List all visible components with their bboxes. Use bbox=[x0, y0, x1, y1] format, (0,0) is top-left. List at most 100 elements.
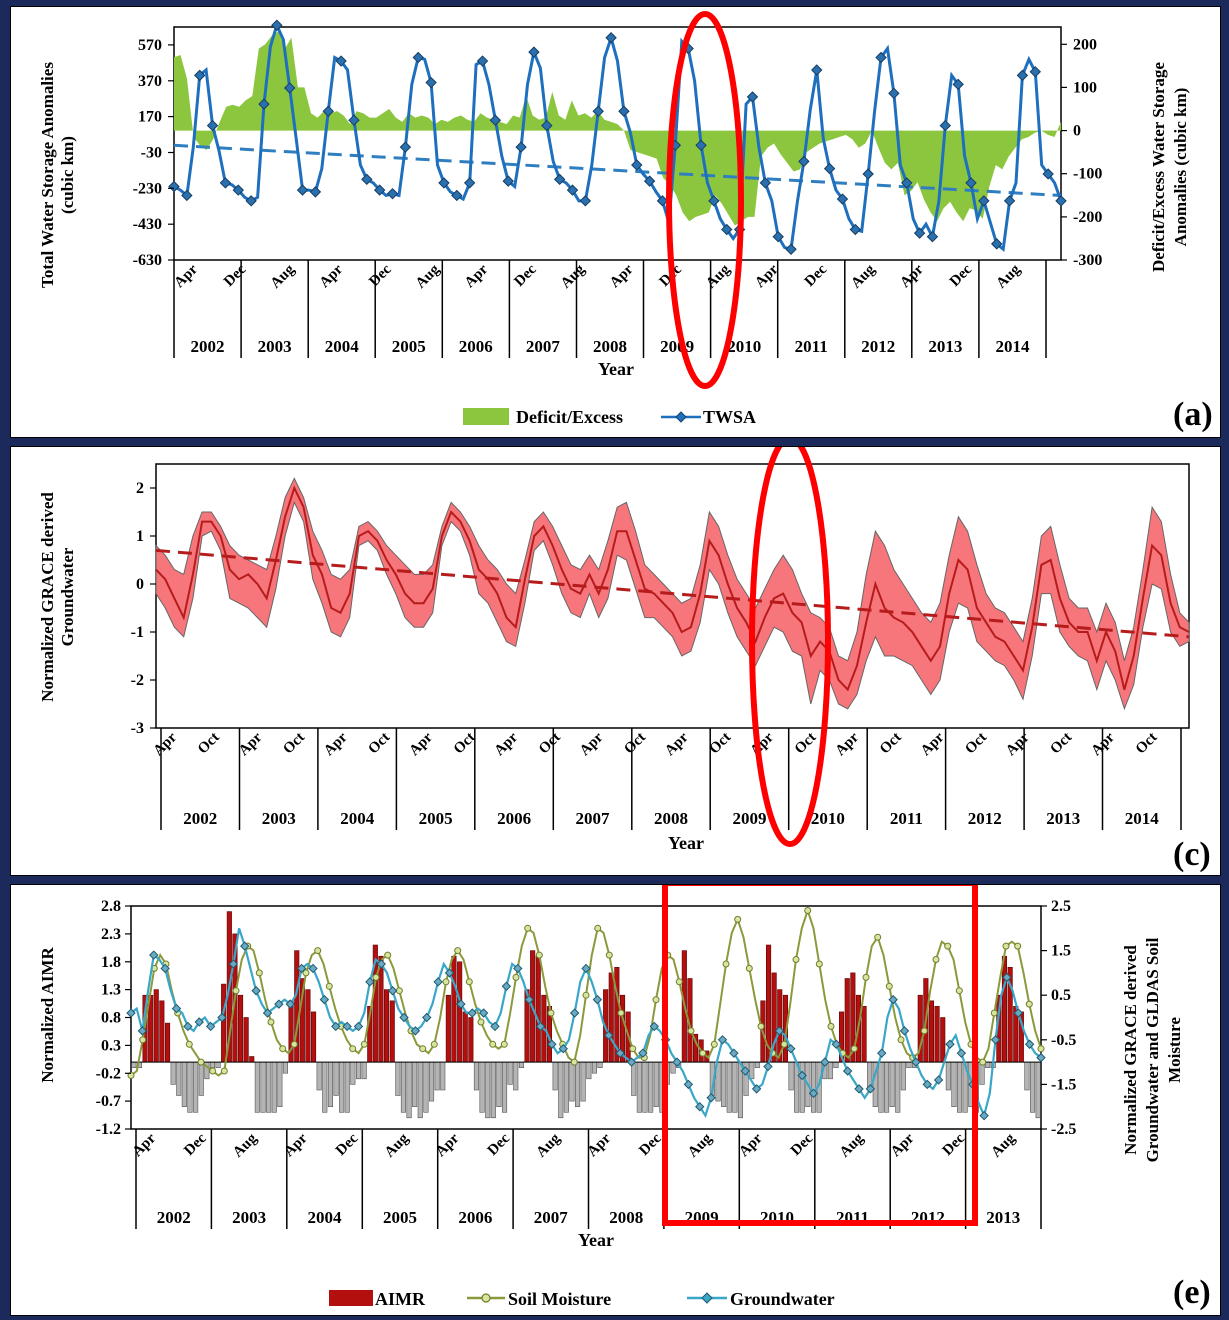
a-year-tick-label: 2012 bbox=[861, 337, 895, 356]
aimr-bar bbox=[266, 1061, 272, 1113]
soil-moisture-point bbox=[629, 1045, 637, 1053]
soil-moisture-point bbox=[465, 978, 473, 986]
soil-moisture-point bbox=[127, 1072, 135, 1079]
twsa-point bbox=[412, 51, 424, 64]
aimr-bar bbox=[254, 1061, 260, 1113]
aimr-bar bbox=[350, 1061, 356, 1085]
groundwater-point bbox=[308, 963, 318, 974]
c-month-tick-label: Apr bbox=[321, 729, 351, 759]
groundwater-point bbox=[1002, 972, 1012, 983]
c-year-tick-label: 2003 bbox=[262, 809, 296, 828]
y-left-tick-label-e: 2.8 bbox=[101, 898, 121, 915]
twsa-point bbox=[759, 177, 772, 189]
groundwater-point bbox=[706, 1093, 716, 1103]
soil-moisture-point bbox=[745, 964, 753, 972]
twsa-point bbox=[451, 189, 463, 202]
groundwater-point bbox=[695, 1101, 705, 1112]
groundwater-point bbox=[683, 1079, 694, 1090]
y-left-title-a-2: (cubic km) bbox=[58, 136, 77, 214]
soil-moisture-point bbox=[1002, 942, 1010, 950]
c-month-tick-label: Oct bbox=[1047, 730, 1075, 758]
y-right-tick-label-e: -2.5 bbox=[1051, 1121, 1076, 1138]
groundwater-point bbox=[933, 1075, 944, 1085]
twsa-point bbox=[232, 184, 244, 196]
soil-moisture-point bbox=[815, 960, 823, 968]
groundwater-point bbox=[911, 1057, 921, 1067]
y-left-tick-label-e: -0.7 bbox=[96, 1093, 121, 1110]
twsa-point bbox=[168, 180, 180, 193]
a-month-tick-label: Aug bbox=[558, 261, 589, 292]
groundwater-point bbox=[888, 994, 898, 1005]
c-month-tick-label: Apr bbox=[1088, 729, 1118, 759]
twsa-point bbox=[1016, 69, 1029, 82]
soil-moisture-point bbox=[944, 942, 952, 950]
c-month-tick-label: Apr bbox=[918, 729, 948, 759]
aimr-bar bbox=[176, 1061, 182, 1096]
a-month-tick-label: Aug bbox=[848, 261, 879, 292]
twsa-point bbox=[194, 69, 206, 82]
c-year-tick-label: 2007 bbox=[576, 809, 611, 828]
aimr-bar bbox=[327, 1061, 334, 1108]
a-month-tick-label: Apr bbox=[171, 261, 201, 291]
aimr-bar bbox=[339, 1061, 345, 1113]
aimr-bar bbox=[928, 1000, 935, 1063]
twsa-point bbox=[605, 32, 617, 44]
x-axis-title-e: Year bbox=[578, 1230, 614, 1250]
e-year-tick-label: 2013 bbox=[986, 1208, 1020, 1227]
soil-moisture-point bbox=[570, 1058, 578, 1066]
twsa-point bbox=[502, 175, 514, 187]
aimr-bar bbox=[721, 1061, 727, 1108]
y-right-tick-label-e: 2.5 bbox=[1051, 898, 1071, 915]
aimr-bar bbox=[243, 1017, 249, 1063]
soil-moisture-point bbox=[477, 1018, 485, 1026]
panel-label-e: (e) bbox=[1173, 1274, 1211, 1311]
legend-label-aimr: AIMR bbox=[375, 1289, 426, 1309]
e-month-tick-label: Apr bbox=[281, 1130, 311, 1160]
groundwater-point bbox=[376, 959, 386, 969]
groundwater-point bbox=[1036, 1052, 1046, 1063]
twsa-point bbox=[1042, 168, 1054, 180]
e-month-tick-label: Aug bbox=[533, 1130, 564, 1161]
soil-moisture-point bbox=[360, 1040, 368, 1048]
soil-moisture-point bbox=[874, 933, 882, 941]
c-year-tick-label: 2002 bbox=[183, 809, 217, 828]
twsa-point bbox=[991, 238, 1003, 250]
twsa-trend-line bbox=[173, 143, 1062, 197]
soil-moisture-point bbox=[687, 1027, 695, 1035]
twsa-point bbox=[258, 98, 270, 110]
groundwater-point bbox=[444, 968, 455, 978]
e-month-tick-label: Aug bbox=[988, 1130, 1019, 1161]
y-tick-label-c: 2 bbox=[136, 480, 144, 497]
groundwater-point bbox=[604, 1030, 614, 1041]
soil-moisture-point bbox=[990, 1009, 998, 1017]
aimr-bar bbox=[794, 1061, 800, 1113]
c-month-tick-label: Apr bbox=[662, 729, 692, 759]
aimr-bar bbox=[591, 1061, 598, 1074]
e-year-tick-label: 2006 bbox=[458, 1208, 492, 1227]
twsa-point bbox=[438, 177, 450, 189]
aimr-bar bbox=[165, 1022, 171, 1063]
twsa-point bbox=[309, 186, 322, 198]
c-month-tick-label: Oct bbox=[365, 730, 393, 758]
soil-moisture-point bbox=[185, 1040, 193, 1048]
y-right-tick-label-a: 100 bbox=[1073, 79, 1097, 96]
soil-moisture-point bbox=[734, 915, 742, 923]
aimr-bar bbox=[653, 1061, 659, 1108]
aimr-bar bbox=[198, 1061, 204, 1096]
twsa-point bbox=[618, 105, 630, 117]
groundwater-point bbox=[854, 1084, 864, 1094]
twsa-point bbox=[746, 91, 759, 103]
groundwater-point bbox=[456, 999, 466, 1009]
twsa-point bbox=[283, 82, 296, 94]
soil-moisture-point bbox=[279, 1045, 287, 1053]
soil-moisture-point bbox=[454, 947, 462, 955]
groundwater-point bbox=[422, 1012, 432, 1023]
e-year-tick-label: 2004 bbox=[308, 1208, 343, 1227]
panel-c: 2 1 0 -1 -2 -3 Apr Oct Apr Oct Apr Oct Apr Oct Apr Oct… bbox=[10, 446, 1221, 876]
aimr-bar bbox=[827, 1061, 833, 1080]
soil-moisture-point bbox=[897, 1036, 905, 1044]
groundwater-point bbox=[296, 963, 307, 974]
aimr-bar bbox=[400, 1061, 407, 1113]
aimr-bar bbox=[552, 1061, 558, 1091]
soil-moisture-point bbox=[792, 956, 800, 963]
